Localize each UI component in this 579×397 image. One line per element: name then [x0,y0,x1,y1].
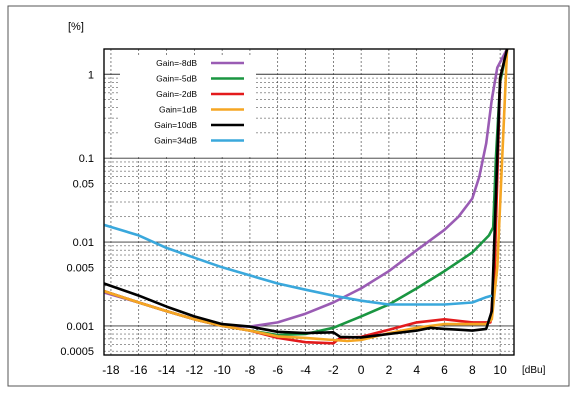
x-tick-label: -16 [130,363,148,377]
y-tick-labels: 1 0.1 0.05 0.01 0.005 0.001 0.0005 [60,69,94,358]
x-tick-label: 4 [413,363,420,377]
y-tick-label: 0.005 [66,262,94,274]
x-tick-label: -10 [213,363,231,377]
legend-label: Gain=-2dB [156,89,197,99]
y-tick-label: 0.05 [73,178,94,190]
x-tick-label: 8 [469,363,476,377]
series-line-4 [103,48,509,343]
y-tick-label: 0.01 [73,237,94,249]
y-tick-label: 0.1 [79,153,94,165]
series-line-6 [103,223,493,306]
y-tick-label: 1 [88,69,94,81]
x-tick-label: -14 [158,363,176,377]
x-tick-label: -18 [102,363,120,377]
legend-label: Gain=-5dB [156,74,197,84]
plot-border [103,48,515,356]
x-tick-label: 0 [358,363,365,377]
legend: Gain=-8dB Gain=-5dB Gain=-2dB Gain=1dB Gain=… [154,58,244,146]
legend-label: Gain=10dB [154,120,197,130]
x-tick-label: 6 [441,363,448,377]
y-axis-label: [%] [68,21,84,33]
legend-label: Gain=1dB [159,105,197,115]
x-tick-label: -2 [328,363,339,377]
x-tick-label: -12 [186,363,204,377]
x-tick-label: -8 [245,363,256,377]
series-lines [103,48,509,345]
x-tick-label: 10 [493,363,507,377]
y-tick-label: 0.001 [66,321,94,333]
x-tick-label: -6 [272,363,283,377]
y-tick-label: 0.0005 [60,346,94,358]
x-tick-label: 2 [386,363,393,377]
series-line-5 [103,48,509,339]
x-tick-labels: -18 -16 -14 -12 -10 -8 -6 -4 -2 0 2 4 6 8 10 [102,363,507,377]
legend-label: Gain=-8dB [156,58,197,68]
x-axis-label: [dBu] [522,365,546,376]
legend-label: Gain=34dB [154,136,197,146]
x-tick-label: -4 [300,363,311,377]
